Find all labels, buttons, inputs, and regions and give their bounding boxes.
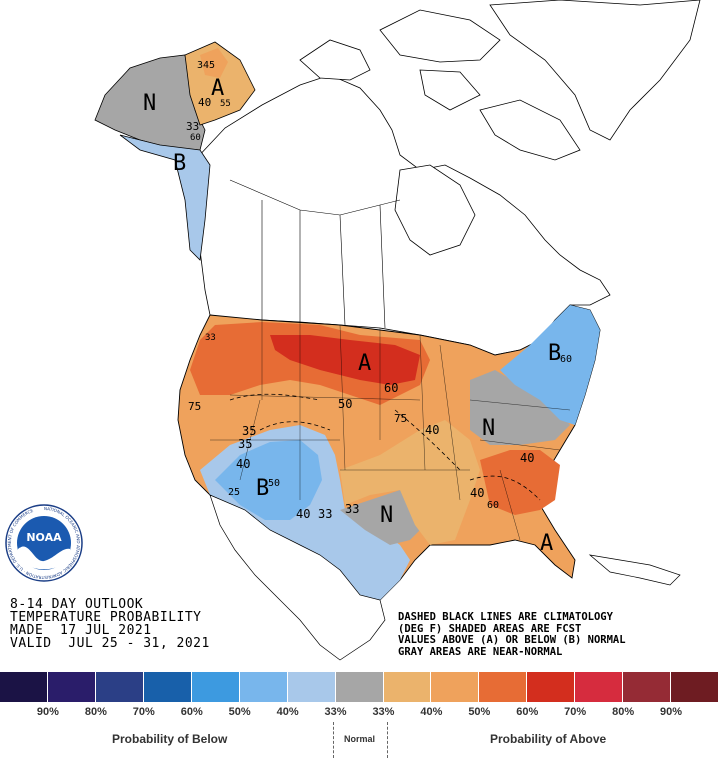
label-40-se: 40 bbox=[520, 451, 534, 465]
label-ak-60: 60 bbox=[190, 133, 201, 143]
label-40-sw: 40 bbox=[236, 457, 250, 471]
legend-percent-label: 40% bbox=[276, 706, 299, 718]
legend-swatch bbox=[47, 672, 96, 702]
legend-percent-label: 50% bbox=[228, 706, 251, 718]
title-line-2: TEMPERATURE PROBABILITY bbox=[10, 610, 202, 625]
alaska-darker-orange bbox=[200, 48, 228, 78]
northeast-blue bbox=[500, 305, 600, 425]
note-line-3: VALUES ABOVE (A) OR BELOW (B) NORMAL bbox=[398, 634, 626, 646]
label-33-nw: 33 bbox=[205, 333, 216, 343]
legend-swatch bbox=[0, 672, 48, 702]
label-ak-345: 345 bbox=[197, 60, 215, 71]
label-60-plains: 60 bbox=[384, 381, 398, 395]
mexico-outline bbox=[209, 494, 386, 661]
legend-percent-label: 90% bbox=[660, 706, 683, 718]
label-50-sw: 50 bbox=[268, 478, 280, 489]
state-lines bbox=[210, 320, 571, 541]
legend-swatch bbox=[191, 672, 240, 702]
legend-percent-label: 70% bbox=[132, 706, 155, 718]
climatology-lines bbox=[229, 393, 541, 501]
southern-plains-gray bbox=[340, 490, 425, 545]
legend-percent-label: 70% bbox=[564, 706, 587, 718]
label-60-se: 60 bbox=[487, 500, 499, 511]
label-ak-40: 40 bbox=[198, 96, 211, 109]
legend-swatch bbox=[95, 672, 144, 702]
legend-swatch bbox=[527, 672, 576, 702]
ohio-valley-gray bbox=[470, 370, 570, 445]
label-alaska-n: N bbox=[143, 91, 156, 116]
legend-swatch bbox=[143, 672, 192, 702]
label-ak-33: 33 bbox=[186, 120, 199, 133]
alaska-blue bbox=[119, 134, 211, 261]
label-northeast-b: B bbox=[548, 341, 561, 366]
label-40-gulf: 40 bbox=[470, 486, 484, 500]
temperature-outlook-map: N A B 345 40 55 33 60 A B N N B A 50 60 … bbox=[94, 0, 701, 661]
outlook-title-block: 8-14 DAY OUTLOOK TEMPERATURE PROBABILITY… bbox=[10, 598, 300, 650]
label-ohio-valley-n: N bbox=[482, 416, 495, 441]
greenland bbox=[489, 0, 701, 141]
legend-below-caption: Probability of Below bbox=[112, 732, 228, 746]
legend-swatch bbox=[239, 672, 288, 702]
legend-divider-right bbox=[387, 722, 388, 758]
label-alaska-b: B bbox=[173, 151, 186, 176]
legend-swatch bbox=[287, 672, 336, 702]
label-33-tx: 33 bbox=[345, 502, 359, 516]
noaa-logo-text: NOAA bbox=[26, 531, 62, 544]
hudson-bay bbox=[394, 164, 476, 256]
title-line-3: MADE 17 JUL 2021 bbox=[10, 623, 152, 638]
label-35-a: 35 bbox=[242, 424, 256, 438]
legend-swatch bbox=[671, 672, 719, 702]
label-plains-a: A bbox=[358, 351, 371, 376]
southwest-medium-blue bbox=[215, 440, 322, 520]
legend-above-caption: Probability of Above bbox=[490, 732, 607, 746]
legend-swatch bbox=[335, 672, 384, 702]
legend-percent-label: 80% bbox=[612, 706, 635, 718]
noaa-logo: NOAA NATIONAL OCEANIC AND ATMOSPHERIC AD… bbox=[5, 504, 83, 582]
plains-deep-red bbox=[270, 335, 420, 385]
arctic-islands bbox=[299, 9, 581, 161]
legend-percent-label: 50% bbox=[468, 706, 491, 718]
label-60-ne: 60 bbox=[560, 354, 572, 365]
label-southeast-a: A bbox=[540, 531, 553, 556]
legend-swatch bbox=[575, 672, 624, 702]
legend-percent-label: 33% bbox=[372, 706, 395, 718]
title-line-1: 8-14 DAY OUTLOOK bbox=[10, 597, 144, 612]
label-southwest-b: B bbox=[256, 476, 269, 501]
caribbean-islands bbox=[588, 554, 681, 586]
probability-legend bbox=[0, 672, 719, 702]
note-line-1: DASHED BLACK LINES ARE CLIMATOLOGY bbox=[398, 611, 613, 623]
label-25-sw: 25 bbox=[228, 487, 240, 498]
legend-swatch bbox=[383, 672, 432, 702]
southeast-red bbox=[480, 450, 560, 515]
legend-swatch bbox=[479, 672, 528, 702]
note-line-4: GRAY AREAS ARE NEAR-NORMAL bbox=[398, 645, 563, 658]
note-line-2: (DEG F) SHADED AREAS ARE FCST bbox=[398, 622, 582, 635]
legend-percent-labels: 90% 80% 70% 60% 50% 40% 33% 33% 40% 50% 60% 70% 80% 9… bbox=[0, 706, 719, 720]
label-40-nm: 40 bbox=[296, 507, 310, 521]
alaska-gray bbox=[94, 54, 206, 151]
legend-swatch bbox=[431, 672, 480, 702]
central-light-orange bbox=[340, 420, 480, 545]
title-line-4: VALID JUL 25 - 31, 2021 bbox=[10, 636, 210, 651]
label-southern-plains-n: N bbox=[380, 503, 393, 528]
legend-normal-caption: Normal bbox=[344, 734, 376, 744]
label-75-west: 75 bbox=[188, 400, 201, 413]
label-75-plains: 75 bbox=[394, 412, 407, 425]
label-40-mid: 40 bbox=[425, 423, 439, 437]
legend-percent-label: 33% bbox=[324, 706, 347, 718]
label-alaska-a: A bbox=[211, 76, 224, 101]
legend-percent-label: 80% bbox=[84, 706, 107, 718]
legend-swatch bbox=[623, 672, 672, 702]
legend-percent-label: 90% bbox=[36, 706, 59, 718]
legend-percent-label: 40% bbox=[420, 706, 443, 718]
legend-divider-left bbox=[333, 722, 334, 758]
explanation-notes: DASHED BLACK LINES ARE CLIMATOLOGY (DEG … bbox=[398, 611, 716, 658]
label-ak-55: 55 bbox=[220, 99, 231, 109]
legend-percent-label: 60% bbox=[180, 706, 203, 718]
label-33-sw: 33 bbox=[318, 507, 332, 521]
legend-percent-label: 60% bbox=[516, 706, 539, 718]
province-lines bbox=[229, 179, 401, 329]
label-35-b: 35 bbox=[238, 437, 252, 451]
label-50-plains: 50 bbox=[338, 397, 352, 411]
